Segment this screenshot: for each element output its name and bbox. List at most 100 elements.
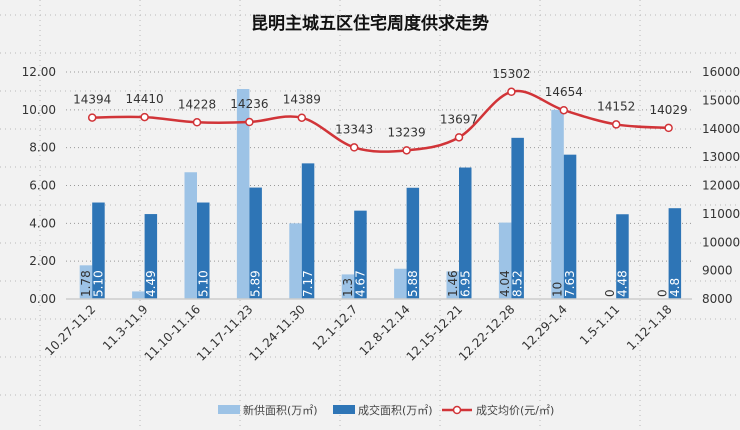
legend-marker-avg-price: [452, 405, 462, 415]
transaction-area-label: 4.8: [668, 278, 682, 297]
avg-price-label: 14394: [73, 93, 111, 107]
transaction-area-label: 4.49: [144, 270, 158, 297]
left-axis-tick: 12.00: [22, 65, 56, 79]
transaction-area-bar: [249, 187, 262, 299]
avg-price-label: 14152: [597, 99, 635, 113]
legend-swatch-new-supply: [218, 405, 240, 414]
x-axis-tick: 11.24-11.30: [246, 302, 308, 364]
transaction-area-label: 4.67: [353, 270, 367, 297]
x-axis-tick: 10.27-11.2: [42, 302, 98, 358]
transaction-area-bar: [197, 202, 210, 299]
new-supply-bar: [79, 265, 93, 299]
legend-swatch-transaction-area: [333, 405, 355, 414]
new-supply-bar: [341, 274, 355, 299]
new-supply-label: 1.46: [446, 270, 460, 297]
legend-transaction-area: 成交面积(万㎡): [358, 403, 433, 417]
avg-price-point: [402, 146, 411, 155]
new-supply-label: 4.04: [498, 270, 512, 297]
avg-price-point: [664, 123, 673, 133]
avg-price-label: 14654: [545, 85, 583, 99]
transaction-area-label: 4.48: [615, 270, 629, 297]
transaction-area-bar: [459, 167, 472, 299]
avg-price-label: 14228: [178, 97, 216, 111]
transaction-area-bar: [511, 137, 524, 299]
new-supply-label: 1.78: [79, 270, 93, 297]
new-supply-bar: [236, 89, 250, 300]
chart-title: 昆明主城五区住宅周度供求走势: [251, 13, 489, 34]
x-axis-tick: 12.1-12.7: [310, 302, 361, 353]
avg-price-point: [245, 117, 254, 127]
avg-price-label: 15302: [492, 67, 530, 81]
avg-price-label: 14410: [126, 92, 164, 106]
x-axis-tick: 12.22-12.28: [456, 302, 518, 364]
avg-price-point: [192, 118, 202, 127]
avg-price-label: 13343: [335, 122, 373, 136]
transaction-area-bar: [92, 202, 105, 299]
transaction-area-label: 5.88: [406, 270, 420, 297]
legend: 新供面积(万㎡) 成交面积(万㎡) 成交均价(元/㎡): [218, 403, 554, 417]
avg-price-label: 13697: [440, 112, 478, 126]
right-axis-tick: 12000: [702, 179, 740, 193]
right-axis-tick: 15000: [702, 93, 740, 107]
new-supply-bar: [132, 291, 145, 299]
x-axis-tick: 12.8-12.14: [357, 302, 413, 358]
new-supply-label: 0: [603, 289, 617, 297]
right-axis-tick: 8000: [702, 292, 733, 306]
transaction-area-bar: [406, 187, 420, 299]
new-supply-label: 0: [655, 289, 669, 297]
new-supply-bar: [551, 109, 564, 299]
right-axis-tick: 16000: [702, 65, 740, 79]
transaction-area-bar: [301, 163, 315, 299]
avg-price-label: 14389: [283, 93, 321, 107]
left-axis-tick: 6.00: [29, 179, 56, 193]
transaction-area-bar: [668, 208, 682, 299]
avg-price-point: [297, 113, 307, 122]
right-axis-tick: 11000: [702, 207, 740, 221]
legend-avg-price: 成交均价(元/㎡): [476, 403, 554, 417]
avg-price-label: 14236: [230, 97, 268, 111]
left-axis-tick: 8.00: [29, 141, 56, 155]
new-supply-bar: [446, 271, 459, 299]
avg-price-point: [87, 113, 97, 122]
left-axis-tick: 4.00: [29, 216, 56, 230]
transaction-area-label: 5.89: [249, 270, 263, 297]
right-axis-tick: 14000: [702, 122, 740, 136]
transaction-area-label: 5.10: [196, 270, 210, 297]
avg-price-label: 13239: [388, 125, 426, 139]
x-axis-tick: 12.29-1.4: [519, 302, 570, 353]
left-axis-tick: 2.00: [29, 254, 56, 268]
new-supply-bar: [394, 268, 407, 299]
transaction-area-bar: [563, 154, 577, 299]
transaction-area-label: 5.10: [91, 270, 105, 297]
transaction-area-label: 7.17: [301, 270, 315, 297]
avg-price-label: 14029: [650, 103, 688, 117]
transaction-area-label: 7.63: [563, 270, 577, 297]
transaction-area-bar: [616, 214, 629, 299]
avg-price-point: [507, 87, 516, 97]
avg-price-point: [611, 120, 621, 129]
new-supply-bar: [498, 222, 512, 299]
new-supply-label: 1.3: [341, 278, 355, 297]
left-axis-tick: 10.00: [22, 103, 56, 117]
transaction-area-bar: [354, 210, 367, 299]
x-axis-tick: 1.12-1.18: [624, 302, 675, 353]
right-axis-tick: 13000: [702, 150, 740, 164]
avg-price-point: [349, 143, 359, 152]
right-axis-tick: 10000: [702, 235, 740, 249]
right-axis-tick: 9000: [702, 264, 733, 278]
legend-new-supply: 新供面积(万㎡): [243, 403, 318, 417]
new-supply-label: 10: [551, 282, 565, 297]
transaction-area-label: 6.95: [458, 270, 472, 297]
left-axis-tick: 0.00: [29, 292, 56, 306]
avg-price-point: [454, 133, 464, 142]
new-supply-bar: [184, 172, 197, 299]
new-supply-bar: [289, 223, 302, 299]
transaction-area-bar: [144, 214, 158, 299]
avg-price-point: [140, 112, 149, 122]
x-axis-tick: 11.3-11.9: [100, 302, 151, 353]
avg-price-point: [559, 105, 569, 115]
transaction-area-label: 8.52: [511, 270, 525, 297]
x-axis-tick: 1.5-1.11: [577, 302, 622, 347]
